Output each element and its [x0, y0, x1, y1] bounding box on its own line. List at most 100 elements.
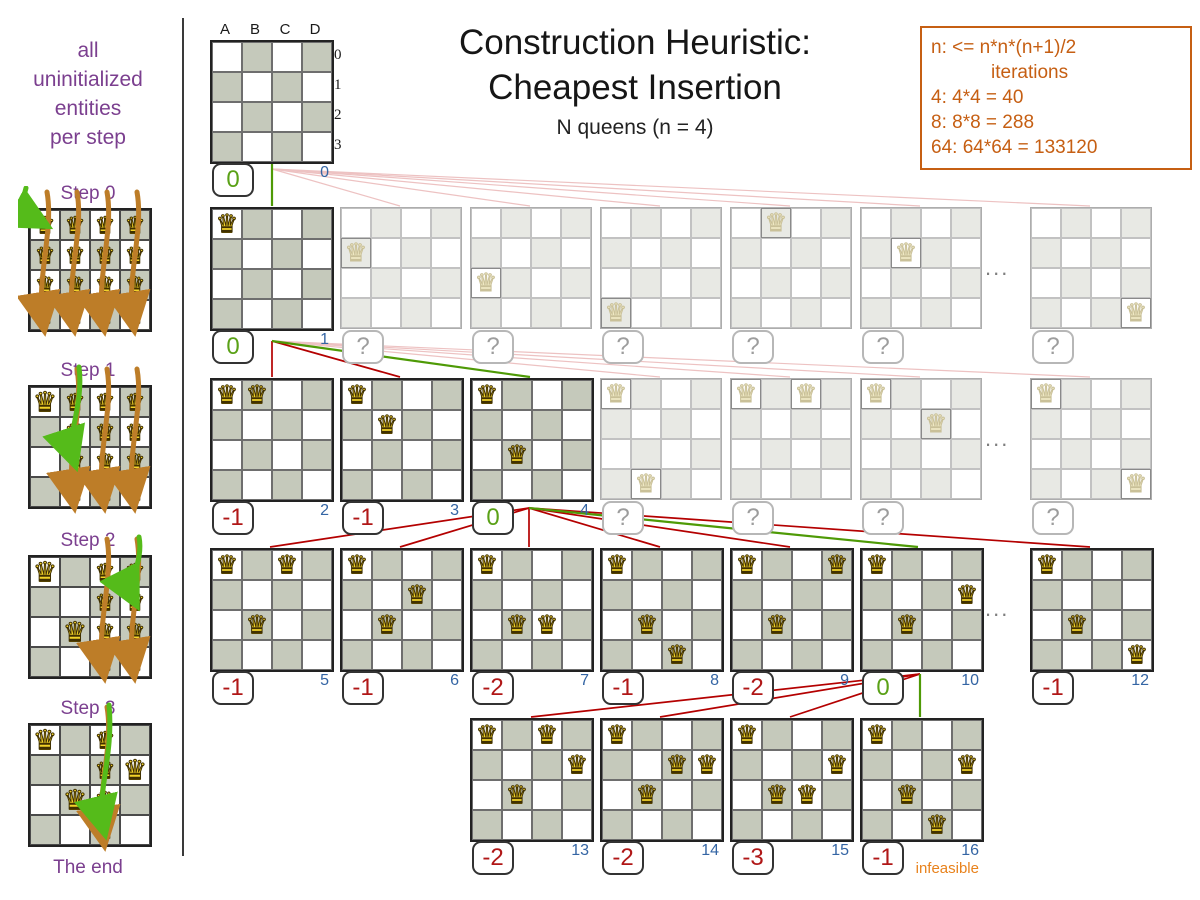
board-cell	[562, 550, 592, 580]
board-cell	[471, 298, 501, 328]
queen-icon: ♛	[1125, 641, 1149, 670]
board-cell	[371, 298, 401, 328]
board-cell	[761, 379, 791, 409]
queen-icon: ♛	[864, 380, 888, 409]
board-cell	[892, 550, 922, 580]
board-cell	[732, 580, 762, 610]
board-cell	[862, 610, 892, 640]
board-cell	[432, 380, 462, 410]
board-cell	[272, 42, 302, 72]
step-arrows	[76, 534, 151, 684]
board-cell	[692, 610, 722, 640]
board-cell: ♛	[342, 550, 372, 580]
queen-icon: ♛	[344, 239, 368, 268]
board-cell	[501, 208, 531, 238]
board-cell	[821, 208, 851, 238]
board-cell	[761, 469, 791, 499]
board-cell	[1031, 238, 1061, 268]
queen-icon: ♛	[605, 551, 629, 580]
queen-icon: ♛	[375, 611, 399, 640]
board-cell	[1061, 469, 1091, 499]
board-cell	[532, 470, 562, 500]
queen-icon: ♛	[735, 721, 759, 750]
queen-icon: ♛	[734, 380, 758, 409]
board-cell: ♛	[472, 720, 502, 750]
board-cell	[662, 720, 692, 750]
board-cell	[272, 580, 302, 610]
queen-icon: ♛	[825, 551, 849, 580]
board-cell	[532, 810, 562, 840]
queen-icon: ♛	[475, 721, 499, 750]
board-cell: ♛	[472, 380, 502, 410]
board-cell	[532, 580, 562, 610]
queen-icon: ♛	[405, 581, 429, 610]
board-cell	[632, 640, 662, 670]
board-cell	[402, 470, 432, 500]
iteration-number: 16	[961, 842, 979, 859]
score-badge: ?	[602, 330, 644, 364]
board-cell: ♛	[471, 268, 501, 298]
board-cell	[562, 380, 592, 410]
board-cell	[372, 550, 402, 580]
board-cell: ♛	[601, 379, 631, 409]
board-cell	[1032, 580, 1062, 610]
caption-line: entities	[54, 97, 122, 120]
red-connector-line	[271, 340, 401, 378]
queen-icon: ♛	[895, 611, 919, 640]
board-cell	[631, 238, 661, 268]
board-cell	[272, 209, 302, 239]
board-cell: ♛	[862, 550, 892, 580]
board-cell	[691, 379, 721, 409]
end-label: The end	[53, 857, 123, 878]
board-cell	[891, 298, 921, 328]
iteration-number: 14	[701, 842, 719, 859]
formula-line: iterations	[991, 62, 1069, 83]
queen-icon: ♛	[245, 381, 269, 410]
board-cell	[272, 610, 302, 640]
queen-icon: ♛	[765, 781, 789, 810]
board-cell	[402, 440, 432, 470]
board-cell	[532, 380, 562, 410]
board-cell	[1091, 469, 1121, 499]
board-cell	[791, 268, 821, 298]
board-cell	[1122, 610, 1152, 640]
board-cell	[561, 238, 591, 268]
board-cell	[561, 208, 591, 238]
board-cell: ♛	[502, 440, 532, 470]
board-cell	[922, 610, 952, 640]
board-cell	[401, 208, 431, 238]
board-cell	[1061, 208, 1091, 238]
score-badge: ?	[602, 501, 644, 535]
board-cell	[562, 780, 592, 810]
board-cell	[212, 269, 242, 299]
board-cell	[531, 298, 561, 328]
board-cell	[601, 238, 631, 268]
iteration-number: 2	[320, 502, 329, 519]
score-badge: -3	[732, 841, 774, 875]
selected-move-arrow	[42, 364, 86, 473]
chessboard: ♛ ♛	[1030, 378, 1152, 500]
board-cell	[1092, 640, 1122, 670]
board-cell: ♛	[952, 750, 982, 780]
sidebar-caption: all uninitialized entities per step	[2, 36, 174, 152]
board-cell: ♛	[532, 610, 562, 640]
board-cell	[731, 298, 761, 328]
score-badge: -1	[342, 671, 384, 705]
board-cell	[792, 580, 822, 610]
chessboard: ♛	[600, 207, 722, 329]
board-cell	[562, 470, 592, 500]
board-cell	[632, 580, 662, 610]
board-cell	[212, 299, 242, 329]
board-cell	[732, 810, 762, 840]
selected-move-arrow	[18, 186, 54, 230]
board-cell	[242, 470, 272, 500]
caption-line: uninitialized	[33, 68, 143, 91]
iteration-number: 15	[831, 842, 849, 859]
ellipsis: ...	[985, 426, 1010, 451]
queen-icon: ♛	[865, 551, 889, 580]
board-cell	[342, 470, 372, 500]
board-cell: ♛	[1032, 550, 1062, 580]
board-cell	[402, 610, 432, 640]
pink-connector-line	[271, 340, 1091, 378]
board-cell	[402, 550, 432, 580]
